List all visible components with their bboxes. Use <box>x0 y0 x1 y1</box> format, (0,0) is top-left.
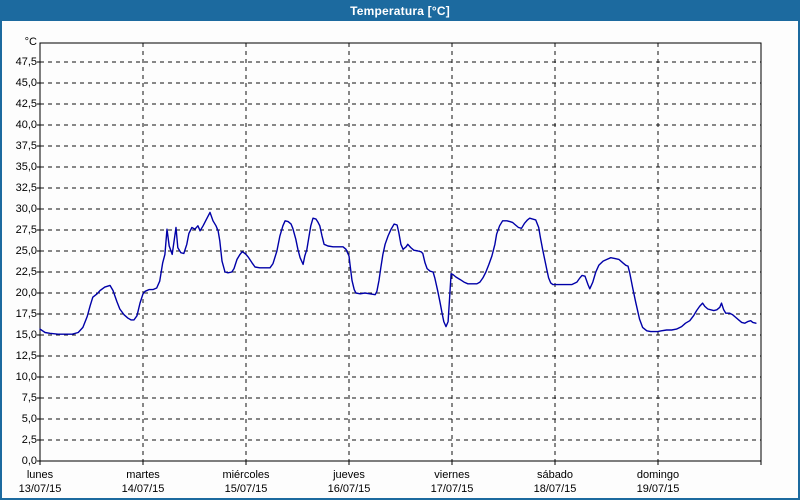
y-axis-unit-label: °C <box>24 36 37 48</box>
x-axis-date-label: 14/07/15 <box>121 483 165 495</box>
y-axis-tick-label: 10,0 <box>15 371 37 383</box>
window-title: Temperatura [°C] <box>350 4 450 18</box>
temperature-line <box>39 211 757 335</box>
y-axis-tick-label: 42,5 <box>15 98 37 110</box>
x-axis-date-label: 15/07/15 <box>224 483 268 495</box>
y-axis-tick-label: 17,5 <box>15 308 37 320</box>
plot-border <box>39 42 762 462</box>
y-axis-tick-label: 25,0 <box>15 245 37 257</box>
window-title-bar: Temperatura [°C] <box>2 2 798 21</box>
x-axis-day-label: jueves <box>333 469 365 481</box>
y-axis-tick-label: 45,0 <box>15 77 37 89</box>
y-axis-tick-label: 20,0 <box>15 287 37 299</box>
y-axis-tick-label: 2,5 <box>21 434 37 446</box>
x-axis-date-label: 13/07/15 <box>18 483 62 495</box>
x-axis-date-label: 19/07/15 <box>636 483 680 495</box>
y-axis-tick-label: 40,0 <box>15 119 37 131</box>
y-axis-tick-label: 37,5 <box>15 140 37 152</box>
y-axis-tick-label: 30,0 <box>15 203 37 215</box>
x-axis-day-label: sábado <box>536 469 574 481</box>
y-axis-tick-label: 15,0 <box>15 329 37 341</box>
y-axis-tick-label: 5,0 <box>21 413 37 425</box>
x-axis-day-label: domingo <box>636 469 680 481</box>
y-axis-tick-label: 12,5 <box>15 350 37 362</box>
x-axis-day-label: miércoles <box>222 469 270 481</box>
y-axis-tick-label: 32,5 <box>15 182 37 194</box>
x-axis-day-label: lunes <box>26 469 54 481</box>
x-axis-day-label: viernes <box>434 469 470 481</box>
x-axis-date-label: 17/07/15 <box>430 483 474 495</box>
y-axis-tick-label: 7,5 <box>21 392 37 404</box>
chart-plot <box>37 42 762 465</box>
y-axis-tick-label: 22,5 <box>15 266 37 278</box>
y-axis-tick-label: 27,5 <box>15 224 37 236</box>
y-axis-tick-label: 35,0 <box>15 161 37 173</box>
y-axis-tick-label: 0,0 <box>21 455 37 467</box>
y-axis-tick-label: 47,5 <box>15 56 37 68</box>
x-axis-date-label: 18/07/15 <box>533 483 577 495</box>
x-axis-day-label: martes <box>126 469 160 481</box>
x-axis-date-label: 16/07/15 <box>327 483 371 495</box>
